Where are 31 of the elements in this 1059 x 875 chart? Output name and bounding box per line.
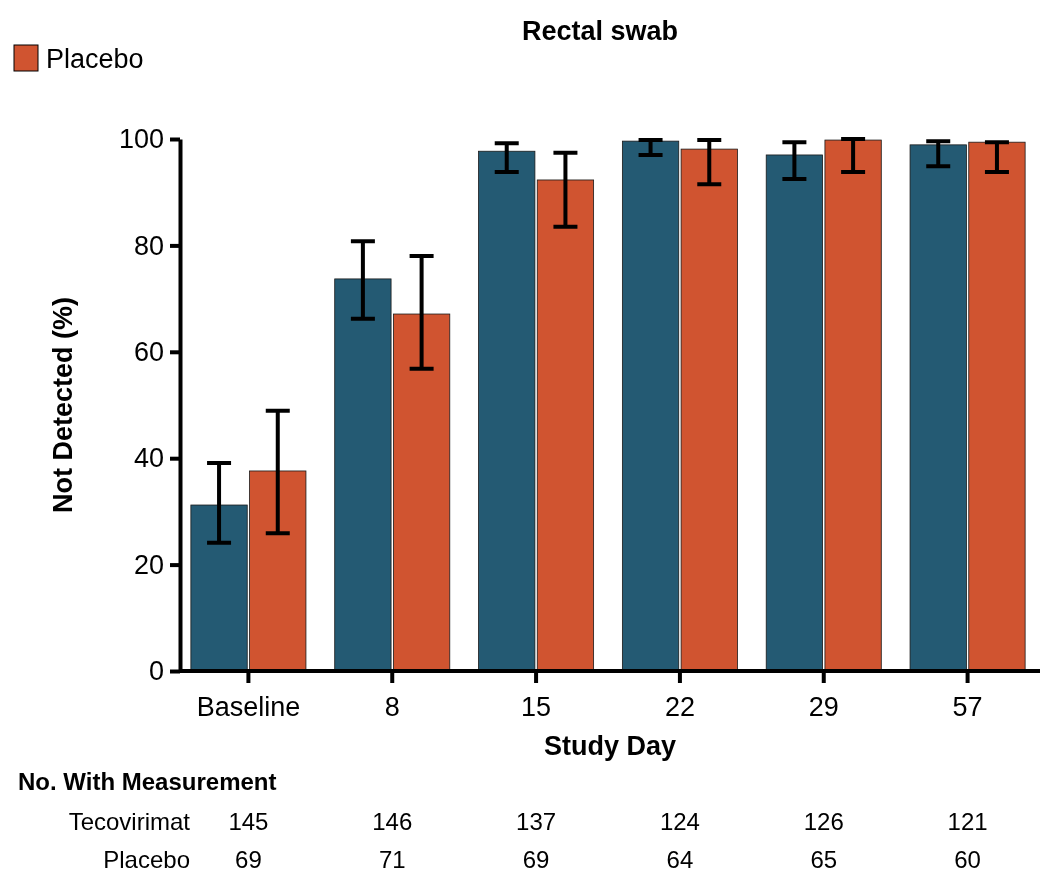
text: No. With Measurement bbox=[18, 768, 277, 795]
text: 71 bbox=[378, 846, 406, 873]
text: 146 bbox=[372, 808, 413, 835]
x-tick-label: 8 bbox=[384, 691, 400, 722]
x-tick-label: Baseline bbox=[196, 691, 301, 722]
x-tick-label: 15 bbox=[521, 691, 552, 722]
y-tick-label: 0 bbox=[148, 656, 164, 687]
x-axis-title: Study Day bbox=[543, 731, 677, 761]
text: Placebo bbox=[103, 846, 190, 873]
y-tick-label: 40 bbox=[133, 443, 164, 474]
y-tick-label: 80 bbox=[133, 230, 164, 261]
text: 145 bbox=[228, 808, 269, 835]
text: 60 bbox=[954, 846, 981, 873]
text: 137 bbox=[516, 808, 557, 835]
x-tick-label: 22 bbox=[664, 691, 695, 722]
legend-label: Placebo bbox=[46, 44, 144, 74]
x-tick-label: 57 bbox=[952, 691, 983, 722]
y-tick-label: 20 bbox=[133, 549, 164, 580]
y-axis-title: Not Detected (%) bbox=[48, 296, 78, 514]
text: 126 bbox=[803, 808, 844, 835]
text: 124 bbox=[659, 808, 700, 835]
text: Tecovirimat bbox=[68, 808, 191, 835]
text: 121 bbox=[947, 808, 988, 835]
text: 69 bbox=[235, 846, 262, 873]
y-tick-label: 60 bbox=[133, 336, 164, 367]
text: 64 bbox=[666, 846, 694, 873]
y-tick-label: 100 bbox=[118, 124, 164, 155]
text: 65 bbox=[810, 846, 838, 873]
chart-title: Rectal swab bbox=[521, 16, 679, 46]
text: 69 bbox=[522, 846, 550, 873]
x-tick-label: 29 bbox=[808, 691, 839, 722]
